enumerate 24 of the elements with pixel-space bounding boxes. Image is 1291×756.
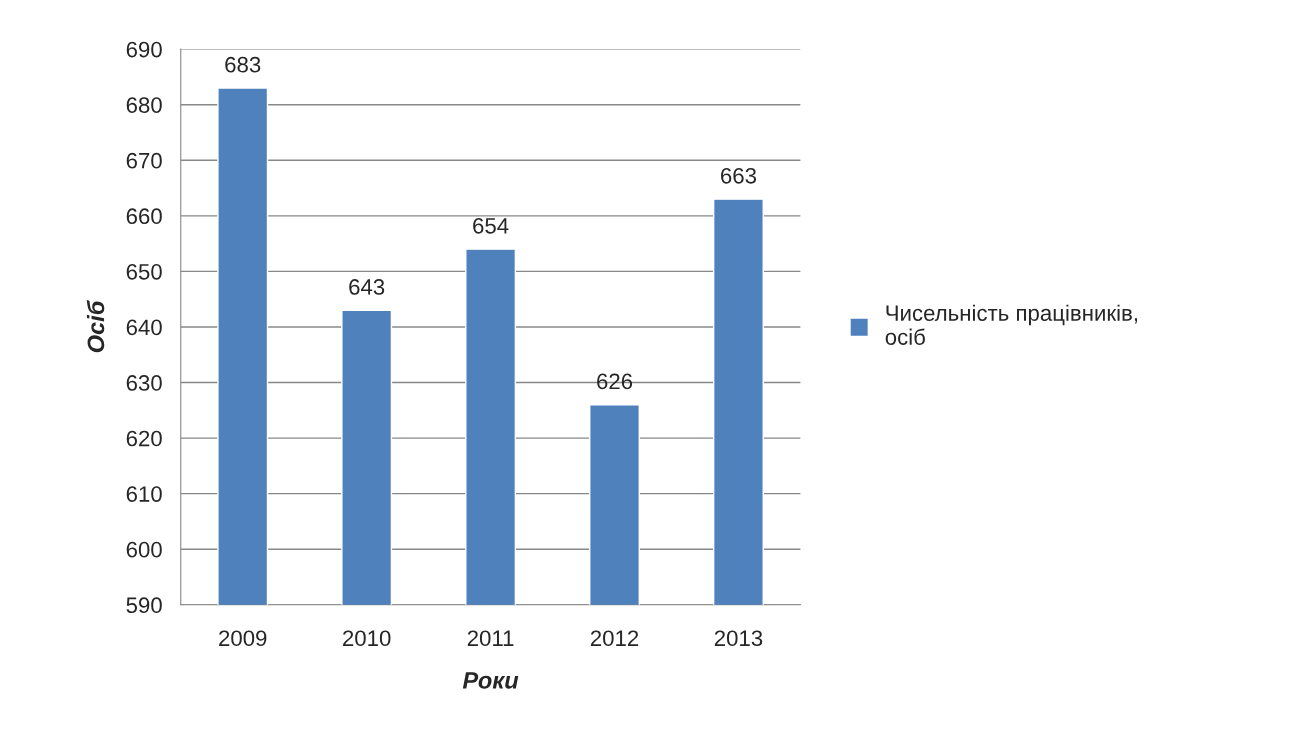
data-label: 663 <box>721 167 757 184</box>
y-tick-label: 630 <box>126 375 162 391</box>
y-tick-label: 680 <box>126 97 162 113</box>
data-label: 626 <box>597 373 633 390</box>
legend-label: Чисельність працівників, осіб <box>885 304 1138 345</box>
y-axis-title: Осіб <box>86 300 105 353</box>
y-tick-label: 650 <box>126 263 162 280</box>
y-tick-label: 690 <box>126 41 162 58</box>
x-axis-title: Роки <box>462 672 519 689</box>
x-tick-label: 2009 <box>219 630 267 647</box>
y-tick-label: 600 <box>126 541 162 558</box>
x-tick-label: 2012 <box>590 630 639 647</box>
y-tick-label: 620 <box>126 430 162 447</box>
y-tick-label: 590 <box>126 597 162 614</box>
data-label: 654 <box>473 217 509 234</box>
x-tick-label: 2013 <box>714 630 763 647</box>
y-tick-label: 670 <box>126 152 162 169</box>
y-tick-label: 660 <box>126 208 162 225</box>
data-label: 683 <box>225 56 261 73</box>
data-label: 643 <box>349 279 385 295</box>
x-tick-label: 2010 <box>343 630 391 647</box>
y-tick-label: 610 <box>126 486 162 502</box>
y-tick-label: 640 <box>126 319 162 336</box>
x-tick-label: 2011 <box>467 630 514 647</box>
